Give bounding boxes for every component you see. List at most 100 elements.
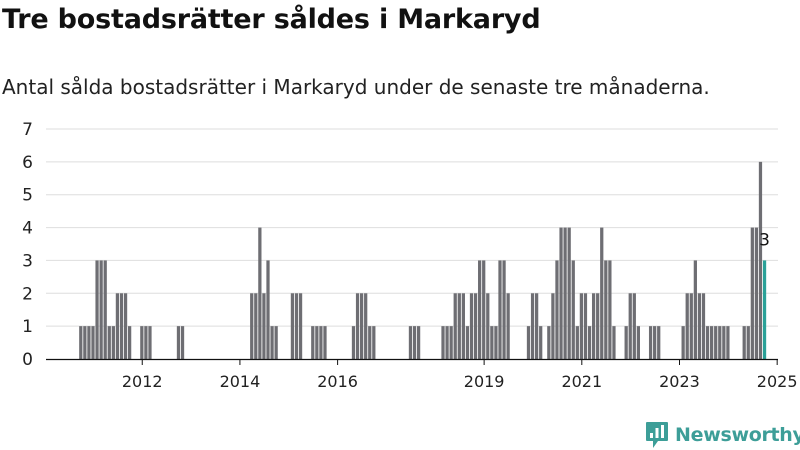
bar [258,227,262,359]
x-tick-label: 2014 [220,372,261,391]
y-tick-label: 4 [22,219,33,239]
bar [498,260,502,359]
bar [648,326,653,359]
newsworthy-brand: Newsworthy [645,421,800,449]
bar [99,260,103,359]
bar [636,326,640,359]
bar [685,293,689,359]
y-tick-label: 0 [22,350,33,370]
bar [746,326,750,359]
bar [445,326,449,359]
newsworthy-logo-icon [646,422,668,448]
bar [506,293,510,359]
bar [372,326,376,359]
bar [176,326,181,359]
x-axis: 2012 2014 2016 2019 2021 2023 2025 [46,358,798,391]
bar [412,326,417,359]
bar [632,293,636,359]
bar [119,293,124,359]
bar [111,326,115,359]
bar [478,260,482,359]
bar [449,326,453,359]
bar [290,293,295,359]
bar [657,326,661,359]
bar [457,293,461,359]
bar [596,293,600,359]
highlight-bar [762,260,767,359]
y-tick-label: 1 [22,317,33,337]
bar [482,260,486,359]
bar [115,293,120,359]
bar [742,326,746,359]
bar [319,326,323,359]
bar [453,293,457,359]
bar [323,326,327,359]
x-tick-label: 2021 [561,372,602,391]
brand-name: Newsworthy [675,424,800,446]
chart-title: Tre bostadsrätter såldes i Markaryd [2,4,541,35]
y-tick-label: 7 [22,120,33,140]
bar [87,326,91,359]
highlight-value-label: 3 [759,230,770,250]
bar [754,227,759,359]
bar [681,326,685,359]
bar [408,326,413,359]
bar [612,326,616,359]
bar [701,293,706,359]
bar [270,326,274,359]
bar [714,326,718,359]
bar [262,293,266,359]
bar [758,161,763,359]
x-tick-label: 2019 [464,372,505,391]
y-tick-label: 6 [22,153,33,173]
y-tick-label: 3 [22,251,33,271]
y-tick-label: 2 [22,284,33,304]
bar [359,293,364,359]
bar [107,326,111,359]
bar [718,326,722,359]
bar [555,260,559,359]
bar [624,326,628,359]
bar [298,293,303,359]
bar [311,326,315,359]
data-labels: 3 [759,230,770,250]
bar [653,326,657,359]
bar [547,326,551,359]
bar [266,260,270,359]
bar [600,227,604,359]
bar [486,293,490,359]
bar [604,260,608,359]
bar [490,326,494,359]
bar [95,260,99,359]
bar [608,260,612,359]
bar [689,293,693,359]
bar [526,326,531,359]
y-axis-ticks: 0 1 2 3 4 5 6 7 [22,120,33,370]
bar [705,326,710,359]
bar [140,326,144,359]
bar [250,293,254,359]
x-tick-label: 2023 [659,372,700,391]
bar [587,326,592,359]
bar [551,293,555,359]
bar [364,293,368,359]
bar [351,326,356,359]
bar [591,293,596,359]
bar [539,326,543,359]
bar [79,326,83,359]
bar [473,293,478,359]
bar [575,326,579,359]
bar [722,326,726,359]
bar [416,326,421,359]
bar [274,326,278,359]
bar-series [79,161,767,359]
x-tick-label: 2012 [122,372,163,391]
x-tick-label: 2016 [317,372,358,391]
bar [750,227,754,359]
bar [355,293,360,359]
bar [148,326,152,359]
chart-subtitle: Antal sålda bostadsrätter i Markaryd und… [2,75,710,99]
bar [530,293,535,359]
bar [535,293,539,359]
